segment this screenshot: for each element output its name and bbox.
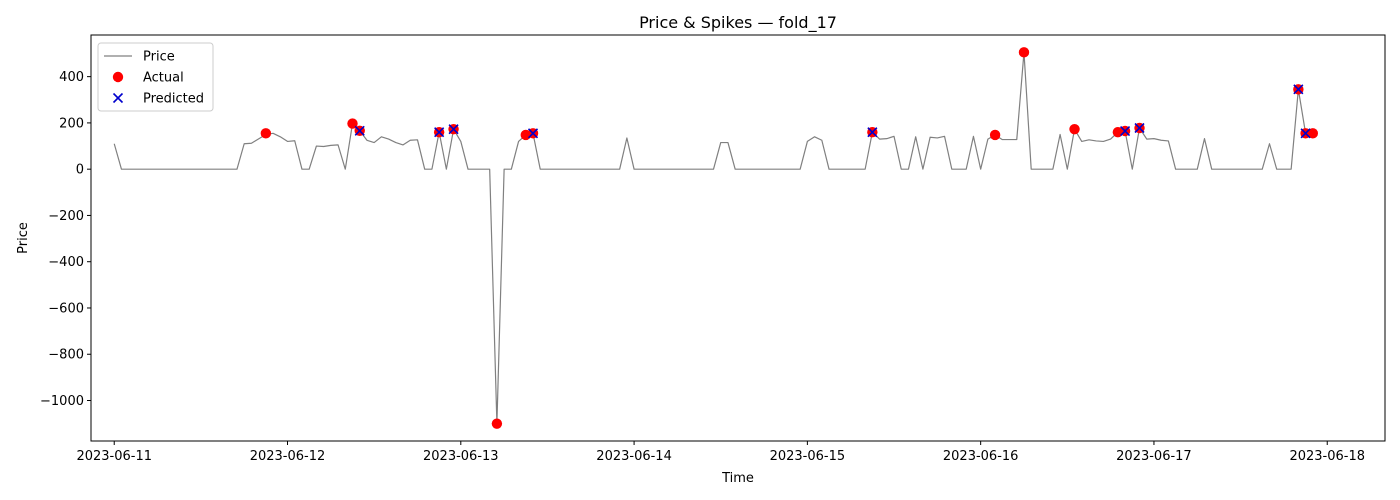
actual-point <box>347 118 358 129</box>
predicted-point <box>1134 122 1145 134</box>
predicted-point-stroke <box>1120 125 1131 137</box>
y-tick-label: 0 <box>76 163 84 178</box>
legend: Price Actual Predicted <box>97 42 214 112</box>
predicted-point <box>448 124 459 135</box>
x-tick-label: 2023-06-16 <box>943 449 1019 464</box>
plot-area <box>113 47 1318 429</box>
predicted-point-stroke <box>1300 128 1311 139</box>
predicted-point-stroke <box>527 128 539 139</box>
y-tick-label: 400 <box>59 70 84 85</box>
predicted-point-stroke <box>448 124 459 135</box>
y-tick-label: −1000 <box>40 394 84 409</box>
axes: 2023-06-11 2023-06-12 2023-06-13 2023-06-14… <box>40 70 1365 464</box>
y-tick-label: −200 <box>48 209 84 224</box>
y-tick-label: −800 <box>48 348 84 363</box>
legend-swatch-stroke <box>112 92 124 104</box>
predicted-point-stroke <box>1134 122 1145 134</box>
x-tick-label: 2023-06-11 <box>76 449 152 464</box>
price-line <box>113 51 1313 425</box>
legend-label: Actual <box>143 71 184 86</box>
x-tick-label: 2023-06-12 <box>250 449 326 464</box>
x-tick-label: 2023-06-17 <box>1116 449 1192 464</box>
actual-point <box>1069 123 1080 135</box>
predicted-point <box>527 128 539 139</box>
predicted-point-stroke <box>354 125 365 136</box>
legend-box <box>97 42 214 112</box>
actual-point <box>1018 47 1030 58</box>
plot-frame <box>90 34 1386 442</box>
chart-title: Price & Spikes — fold_17 <box>639 13 837 33</box>
y-tick-label: 200 <box>59 116 84 131</box>
actual-point <box>260 128 272 139</box>
predicted-point <box>867 127 878 138</box>
predicted-point <box>1293 84 1304 95</box>
y-axis-title: Price <box>16 222 31 254</box>
actual-point <box>989 129 1001 141</box>
predicted-point-stroke <box>867 127 878 138</box>
predicted-point <box>1120 125 1131 137</box>
legend-label: Predicted <box>143 92 204 107</box>
legend-swatch-actual <box>112 71 124 83</box>
y-tick-label: −600 <box>48 301 84 316</box>
predicted-point <box>1300 128 1311 139</box>
predicted-point <box>354 125 365 136</box>
x-axis-title: Time <box>721 471 754 486</box>
x-tick-label: 2023-06-18 <box>1289 449 1365 464</box>
x-tick-label: 2023-06-15 <box>770 449 846 464</box>
x-tick-label: 2023-06-14 <box>596 449 672 464</box>
predicted-point-stroke <box>434 127 445 138</box>
x-tick-label: 2023-06-13 <box>423 449 499 464</box>
actual-point <box>491 418 503 429</box>
predicted-point-stroke <box>1293 84 1304 95</box>
legend-swatch-predicted <box>112 92 124 104</box>
actual-point <box>1307 128 1318 139</box>
y-tick-label: −400 <box>48 255 84 270</box>
legend-label: Price <box>143 50 175 65</box>
predicted-point <box>434 127 445 138</box>
